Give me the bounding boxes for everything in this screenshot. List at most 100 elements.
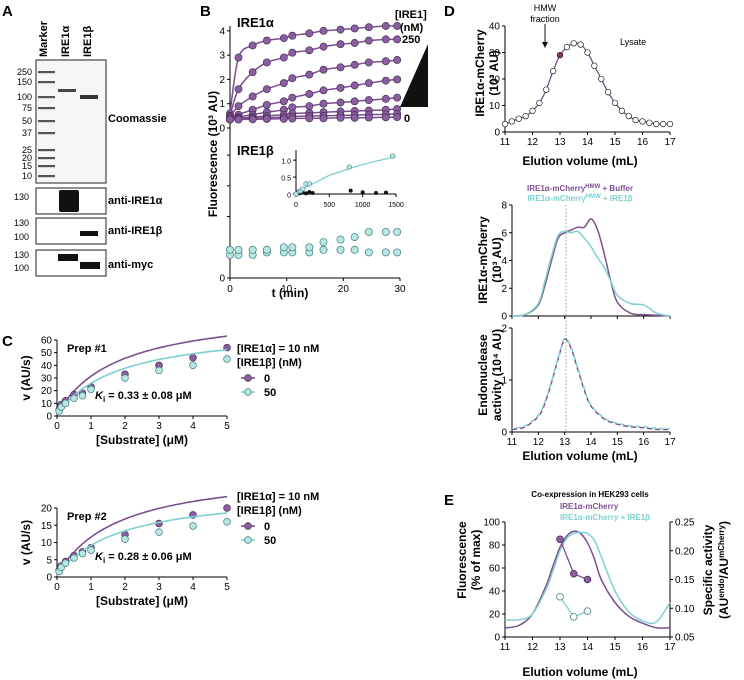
d-legend-1-main: IRE1α-mCherry xyxy=(527,184,586,193)
e-ylabel-right-sup2: mCherry xyxy=(717,524,726,557)
b-alpha-point xyxy=(234,53,243,62)
C-prep2-point xyxy=(223,504,231,512)
d-top-y-tick-label: 20 xyxy=(489,75,501,86)
d-top-point xyxy=(618,107,626,114)
b-alpha-point xyxy=(336,113,345,122)
panel-b-beta-plot: 0 10 20 30 0 xyxy=(219,154,406,295)
b-alpha-point xyxy=(319,65,328,74)
panel-b-label: B xyxy=(200,3,211,20)
C-prep1-legend-line2: [IRE1β] (nM) xyxy=(237,357,302,369)
b-alpha-point xyxy=(279,34,288,43)
d-top-point xyxy=(536,99,543,106)
e-legend-1: IRE1α-mCherry xyxy=(560,502,619,511)
marker-band xyxy=(38,96,55,99)
e-x-tick-label: 15 xyxy=(609,642,621,653)
C-prep1-fit-line xyxy=(56,349,228,416)
blot3-marker-100: 100 xyxy=(14,263,29,273)
conc-unit: (nM) xyxy=(400,22,424,34)
e-activity-point xyxy=(583,607,592,615)
d-bot-y-tick-label: 0 xyxy=(501,428,507,439)
b-alpha-point xyxy=(305,90,314,98)
e-ylabel-left-1: Fluorescence xyxy=(455,521,469,599)
b-beta-point xyxy=(279,243,288,252)
d-top-point xyxy=(646,119,653,126)
b-alpha-point xyxy=(279,114,288,123)
blot-anti-ire1b-band xyxy=(80,231,98,236)
d-legend-2-tail: + IRE1β xyxy=(601,194,633,203)
panel-a-label: A xyxy=(2,3,13,20)
C-prep1-y-tick-label: 30 xyxy=(41,374,53,385)
b-alpha-series-line xyxy=(229,38,398,117)
d-top-y-tick-label: 40 xyxy=(489,22,501,33)
b-beta-point xyxy=(336,235,345,244)
blot-anti-myc-band-a xyxy=(58,254,78,261)
d-top-point xyxy=(501,120,509,128)
blot-anti-ire1b-label: anti-IRE1β xyxy=(108,225,163,237)
b-alpha-point xyxy=(364,23,373,32)
b-alpha-point xyxy=(350,113,359,122)
b-alpha-point xyxy=(350,81,359,90)
b-alpha-point xyxy=(279,53,288,62)
b-alpha-point xyxy=(248,92,257,101)
C-prep2-y-tick-label: 20 xyxy=(41,504,53,515)
blot-anti-myc-band-b xyxy=(80,262,100,269)
b-beta-point xyxy=(336,245,345,254)
e-x-tick-label: 14 xyxy=(582,642,594,653)
b-alpha-point xyxy=(288,114,297,123)
e-ylabel-right-1: Specific activity xyxy=(701,524,715,615)
C-prep1-x-tick-label: 1 xyxy=(88,421,94,432)
b-beta-point xyxy=(350,245,359,254)
b-inset-beta-point xyxy=(293,191,299,197)
e-y-tick-label: 40 xyxy=(489,587,501,598)
C-prep1-point xyxy=(223,355,231,363)
e-x-tick-label: 16 xyxy=(637,642,649,653)
e-x-tick-label: 13 xyxy=(554,642,566,653)
d-legend-2-main: IRE1α-mCherry xyxy=(527,194,586,203)
d-top-point xyxy=(639,118,646,125)
e-y-tick-label: 80 xyxy=(489,541,501,552)
b-inset-x-tick-label: 0 xyxy=(294,202,298,209)
ire1a-band xyxy=(58,89,76,92)
panel-e-plot: 11 12 13 14 15 16 17 0 20 40 60 80 100 0.05 0.10 0.15 0.… xyxy=(483,518,695,654)
b-alpha-point xyxy=(364,96,373,105)
panel-d-label: D xyxy=(444,3,455,20)
C-prep2-x-tick-label: 2 xyxy=(122,582,128,593)
b-alpha-point xyxy=(305,102,314,111)
C-prep1-fit-line xyxy=(56,335,228,415)
d-top-point xyxy=(591,62,598,69)
d-top-point xyxy=(653,120,660,128)
d-top-point xyxy=(659,120,667,128)
panel-b-alpha-plot: 0 1 2 3 4 xyxy=(219,22,402,278)
b-alpha-point xyxy=(336,63,345,72)
C-prep1-ylabel: v (AU/s) xyxy=(19,355,33,400)
ire1b-band xyxy=(80,95,98,99)
b-alpha-point xyxy=(248,115,257,124)
C-prep1-x-tick-label: 0 xyxy=(54,421,60,432)
b-beta-point xyxy=(381,248,390,257)
b-inset-black-point xyxy=(304,191,308,196)
b-alpha-point xyxy=(364,79,373,88)
d-top-xlabel: Elution volume (mL) xyxy=(522,154,637,168)
C-prep1-x-tick-label: 5 xyxy=(224,421,230,432)
e-x-tick-label: 11 xyxy=(500,642,511,653)
C-prep2-point xyxy=(189,522,197,530)
C-prep2-x-tick-label: 1 xyxy=(88,582,94,593)
C-prep1-legend-line1: [IRE1α] = 10 nM xyxy=(237,343,319,355)
C-prep1-y-tick-label: 50 xyxy=(41,348,53,359)
b-x-tick-label: 30 xyxy=(394,284,406,295)
panel-e: E Co-expression in HEK293 cells IRE1α-mC… xyxy=(444,490,731,679)
C-prep1-x-tick-label: 3 xyxy=(156,421,162,432)
e-x-tick-label: 12 xyxy=(527,642,539,653)
e-title: Co-expression in HEK293 cells xyxy=(531,490,649,499)
hmw-arrowhead xyxy=(542,42,548,48)
marker-band xyxy=(38,149,55,152)
b-beta-point xyxy=(319,245,328,254)
marker-kda-label: 75 xyxy=(22,103,32,113)
C-prep2-legend-swatch-point xyxy=(244,536,252,544)
e-ylabel-left-2: (% of max) xyxy=(469,530,483,591)
b-x-tick-label: 10 xyxy=(281,284,293,295)
panel-e-label: E xyxy=(444,492,454,509)
e-y-tick-label: 0 xyxy=(494,633,500,644)
d-top-x-tick-label: 15 xyxy=(609,137,621,148)
